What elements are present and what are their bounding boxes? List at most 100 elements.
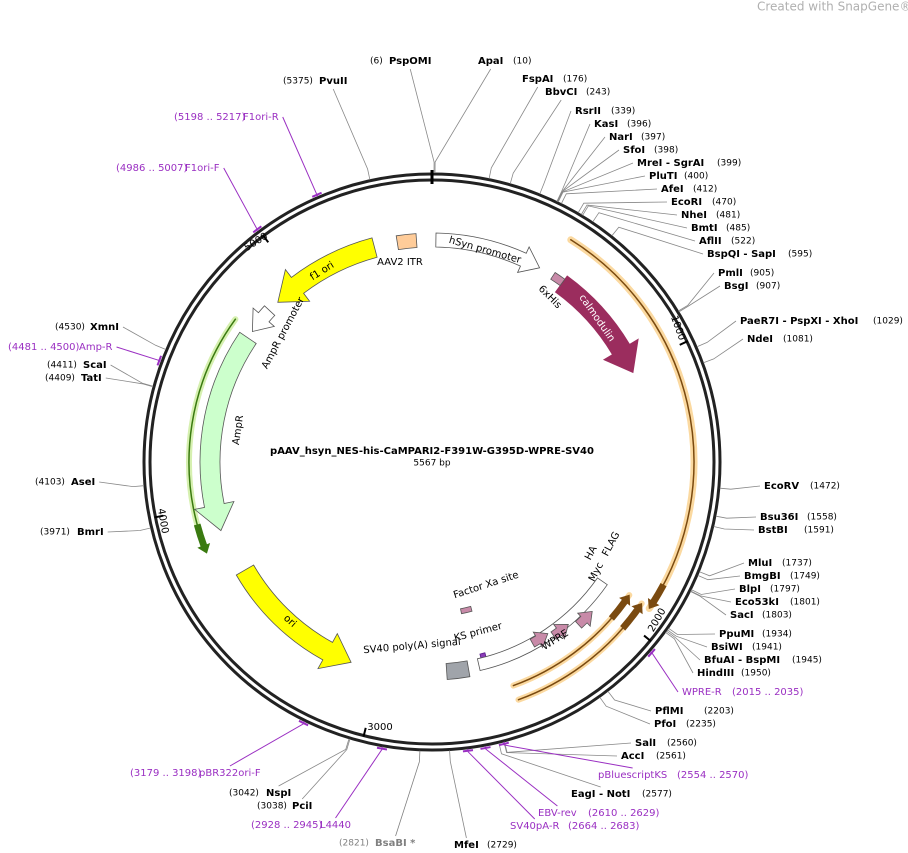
enzyme-site: SacI (1803) xyxy=(690,591,792,621)
connector xyxy=(699,562,745,577)
primer-mark xyxy=(298,719,309,727)
primer-mark xyxy=(311,191,322,198)
enzyme-name: TatI xyxy=(81,373,102,384)
primer-name: WPRE-R xyxy=(682,687,722,698)
connector xyxy=(715,515,757,519)
enzyme-position: (1797) xyxy=(770,585,800,595)
primer-name: F1ori-R xyxy=(243,112,279,123)
enzyme-site: PciI (3038) xyxy=(257,738,351,812)
connector xyxy=(502,741,633,769)
enzyme-site: BmgBI (1749) xyxy=(697,571,820,582)
enzyme-name: PluTI xyxy=(649,171,677,182)
connector xyxy=(668,627,716,635)
enzyme-name: BbvCI xyxy=(545,87,577,98)
enzyme-position: (907) xyxy=(756,282,780,292)
primer: WPRE-R (2015 .. 2035) xyxy=(647,648,804,698)
enzyme-name: Eco53kI xyxy=(735,597,779,608)
scale-tick xyxy=(154,514,164,519)
primer-name: L4440 xyxy=(320,820,351,831)
enzyme-site: BlpI (1797) xyxy=(691,584,800,595)
enzyme-name: PaeR7I - PspXI - XhoI xyxy=(740,316,858,327)
connector xyxy=(691,588,736,595)
feature-shape xyxy=(476,577,608,671)
scale-tick xyxy=(362,727,367,737)
enzyme-site: BsaBI * (2821) xyxy=(339,750,421,849)
connector xyxy=(539,110,572,195)
connector xyxy=(99,481,145,488)
enzyme-name: MluI xyxy=(748,558,772,569)
enzyme-site: NspI (3042) xyxy=(229,738,350,799)
enzyme-site: EcoRV (1472) xyxy=(719,481,840,492)
enzyme-position: (1803) xyxy=(762,611,792,621)
connector xyxy=(719,485,761,490)
enzyme-position: (176) xyxy=(563,75,587,85)
feature-shape xyxy=(395,233,418,251)
primer: F1ori-F(4986 .. 5007) xyxy=(116,163,262,234)
enzyme-position: (1029) xyxy=(873,317,903,327)
feature-label: AmpR xyxy=(231,414,246,445)
feature-shape xyxy=(277,237,378,303)
connector xyxy=(449,750,467,839)
plasmid-size: 5567 bp xyxy=(413,459,450,469)
connector xyxy=(556,149,620,202)
enzyme-site: SfoI (398) xyxy=(556,145,678,202)
enzyme-position: (522) xyxy=(731,237,755,247)
primer-name: pBR322ori-F xyxy=(199,768,261,779)
enzyme-name: PvuII xyxy=(319,76,347,87)
connector xyxy=(503,741,618,757)
connector xyxy=(409,68,435,174)
enzyme-site: BsgI (907) xyxy=(678,281,780,313)
enzyme-position: (1558) xyxy=(807,513,837,523)
enzyme-name: BfuAI - BspMI xyxy=(704,655,780,666)
enzyme-site: KasI (396) xyxy=(556,119,651,202)
feature-label: FLAG xyxy=(600,530,622,558)
connector xyxy=(110,364,154,387)
enzyme-position: (397) xyxy=(641,133,665,143)
enzyme-site: FspAI (176) xyxy=(488,74,587,179)
primer-mark xyxy=(156,355,163,366)
feature-shape xyxy=(550,271,566,287)
primer-range: (2015 .. 2035) xyxy=(732,687,804,698)
connector xyxy=(665,631,694,674)
feature-shape xyxy=(235,564,352,670)
enzyme-name: SacI xyxy=(730,610,754,621)
primer-mark xyxy=(498,741,510,747)
primer-mark xyxy=(480,746,491,750)
primer-name: EBV-rev xyxy=(538,808,577,819)
connector xyxy=(561,188,658,204)
enzyme-position: (1081) xyxy=(783,335,813,345)
plasmid-title: pAAV_hsyn_NES-his-CaMPARI2-F391W-G395D-W… xyxy=(270,446,594,457)
connector xyxy=(678,272,715,312)
enzyme-name: BmrI xyxy=(77,527,104,538)
enzyme-position: (2561) xyxy=(656,752,686,762)
connector xyxy=(667,629,708,648)
connector xyxy=(678,285,721,313)
enzyme-site: AflII (522) xyxy=(592,212,755,247)
enzyme-name: MfeI xyxy=(454,840,479,851)
connector xyxy=(696,320,737,348)
scale-label: 3000 xyxy=(367,722,392,733)
connector xyxy=(556,123,591,202)
enzyme-name: SfoI xyxy=(623,145,645,156)
enzyme-site: RsrII (339) xyxy=(539,106,635,195)
enzyme-name: PspOMI xyxy=(389,56,431,67)
enzyme-site: PpuMI (1934) xyxy=(668,627,792,640)
enzyme-site: NdeI (1081) xyxy=(703,334,813,364)
enzyme-site: AfeI (412) xyxy=(561,184,717,204)
enzyme-name: NarI xyxy=(609,132,633,143)
enzyme-site: AccI (2561) xyxy=(503,741,686,762)
connector xyxy=(278,738,350,787)
connector xyxy=(282,116,319,197)
enzyme-site: BmtI (485) xyxy=(582,205,750,234)
connector xyxy=(703,338,744,364)
enzyme-position: (4103) xyxy=(35,478,65,488)
primer-name: F1ori-F xyxy=(185,163,220,174)
primer-mark xyxy=(647,648,656,658)
enzyme-site: EagI - NotI (2577) xyxy=(498,743,672,800)
connector xyxy=(223,167,259,232)
enzyme-site: PflMI (2203) xyxy=(607,691,734,717)
connector xyxy=(105,377,154,388)
enzyme-position: (396) xyxy=(627,120,651,130)
connector xyxy=(229,721,305,767)
feature-shape xyxy=(620,602,643,631)
